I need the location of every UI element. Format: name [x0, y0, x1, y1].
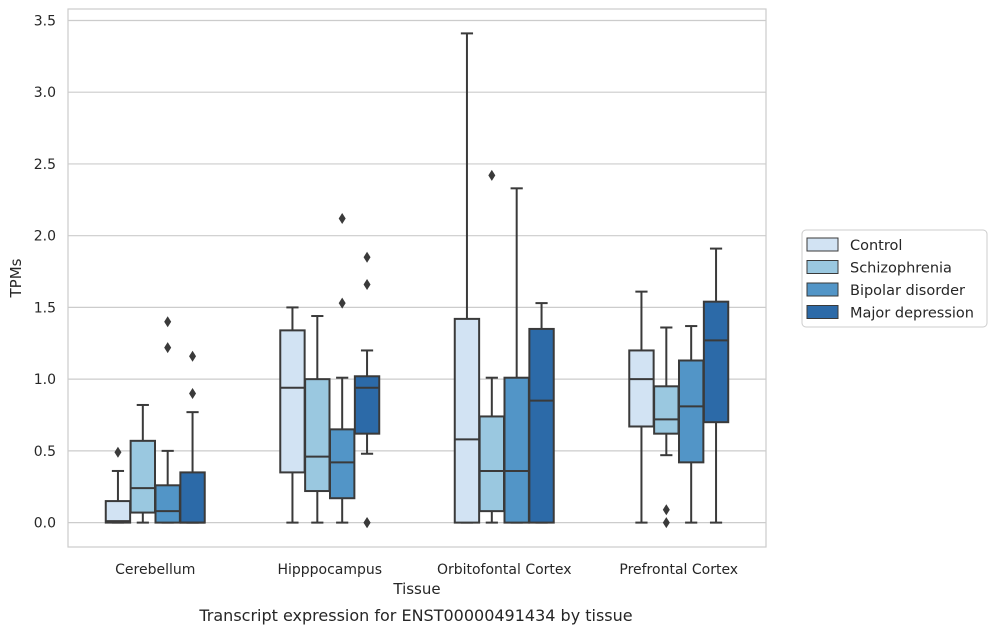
outlier-point — [338, 212, 346, 224]
outlier-point — [164, 316, 172, 328]
box-major-depression — [353, 251, 381, 529]
outlier-point — [164, 342, 172, 354]
axes: 0.0 0.5 1.0 1.5 2.0 2.5 3.0 3.5 Cerebellum Hipppo… — [34, 13, 738, 578]
box-major-depression — [179, 350, 206, 524]
box-body — [478, 415, 506, 513]
outlier-point — [338, 297, 346, 309]
box-body — [528, 327, 555, 524]
x-axis-label: Tissue — [392, 580, 440, 598]
box-bipolar-disorder — [503, 187, 530, 524]
box-schizophrenia — [653, 326, 680, 529]
box-body — [453, 317, 481, 524]
box-body — [677, 359, 705, 464]
box-body — [129, 439, 157, 514]
box-body — [104, 500, 132, 524]
legend: Control Schizophrenia Bipolar disorder Majo… — [801, 229, 988, 328]
x-tick-label: Prefrontal Cortex — [619, 562, 738, 578]
box-control — [104, 446, 132, 524]
box-body — [653, 385, 680, 435]
y-tick-label: 2.0 — [34, 229, 56, 245]
x-tick-label: Cerebellum — [115, 562, 195, 578]
x-tick-label: Hipppocampus — [277, 562, 382, 578]
chart-caption: Transcript expression for ENST0000049143… — [199, 606, 633, 625]
legend-swatch — [806, 305, 839, 319]
box-body — [353, 375, 381, 435]
outlier-point — [363, 278, 371, 290]
y-tick-label: 2.5 — [34, 157, 56, 173]
box-bipolar-disorder — [677, 325, 705, 524]
outlier-point — [114, 446, 122, 458]
box-body — [304, 378, 331, 493]
box-major-depression — [528, 302, 555, 524]
box-control — [628, 290, 655, 524]
box-body — [702, 300, 730, 424]
legend-frame — [801, 229, 988, 328]
box-bipolar-disorder — [154, 316, 181, 524]
y-tick-label: 0.0 — [34, 516, 56, 532]
x-tick-label: Orbitofontal Cortex — [437, 562, 572, 578]
box-body — [328, 428, 356, 500]
legend-label: Schizophrenia — [850, 261, 952, 277]
plot-frame — [67, 8, 767, 548]
y-tick-label: 1.0 — [34, 372, 56, 388]
box-control — [453, 32, 481, 524]
outlier-point — [189, 387, 197, 399]
box-body — [154, 484, 181, 524]
outlier-point — [488, 169, 496, 181]
legend-swatch — [806, 260, 839, 274]
box-schizophrenia — [304, 315, 331, 524]
box-control — [279, 306, 306, 524]
legend-swatch — [806, 282, 839, 297]
box-bipolar-disorder — [328, 212, 356, 524]
box-body — [179, 471, 206, 524]
grid-lines — [68, 19, 766, 524]
y-tick-label: 1.5 — [34, 300, 56, 316]
legend-label: Major depression — [850, 306, 974, 322]
box-body — [503, 376, 530, 524]
outlier-point — [189, 350, 197, 362]
legend-swatch — [806, 237, 839, 252]
y-tick-label: 3.0 — [34, 85, 56, 101]
outlier-point — [662, 517, 670, 529]
boxes — [104, 32, 730, 529]
outlier-point — [363, 251, 371, 263]
outlier-point — [662, 504, 670, 516]
box-major-depression — [702, 247, 730, 524]
box-schizophrenia — [478, 169, 506, 524]
box-body — [628, 349, 655, 428]
legend-label: Control — [850, 238, 902, 254]
outlier-point — [363, 517, 371, 529]
y-tick-label: 3.5 — [34, 13, 56, 29]
y-tick-label: 0.5 — [34, 444, 56, 460]
legend-label: Bipolar disorder — [850, 283, 965, 299]
box-schizophrenia — [129, 403, 157, 524]
box-body — [279, 329, 306, 474]
y-axis-label: TPMs — [7, 258, 25, 298]
